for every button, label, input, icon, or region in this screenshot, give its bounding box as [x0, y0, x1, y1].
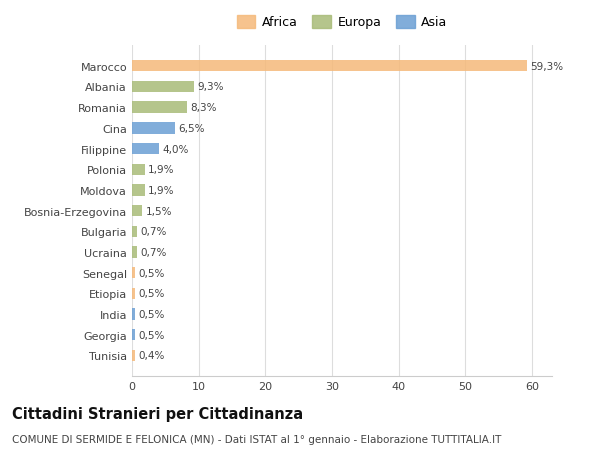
- Bar: [132, 61, 527, 72]
- Text: 0,5%: 0,5%: [139, 330, 165, 340]
- Text: 1,9%: 1,9%: [148, 185, 175, 196]
- Bar: [132, 288, 136, 299]
- Bar: [132, 330, 136, 341]
- Text: 0,5%: 0,5%: [139, 268, 165, 278]
- Text: 1,9%: 1,9%: [148, 165, 175, 175]
- Bar: [132, 247, 137, 258]
- Bar: [132, 350, 134, 361]
- Text: 4,0%: 4,0%: [162, 144, 188, 154]
- Text: 59,3%: 59,3%: [530, 62, 564, 72]
- Bar: [132, 268, 136, 279]
- Bar: [132, 102, 187, 113]
- Text: 9,3%: 9,3%: [197, 82, 224, 92]
- Text: 1,5%: 1,5%: [145, 206, 172, 216]
- Text: 0,7%: 0,7%: [140, 227, 166, 237]
- Bar: [132, 226, 137, 237]
- Text: Cittadini Stranieri per Cittadinanza: Cittadini Stranieri per Cittadinanza: [12, 406, 303, 421]
- Text: 0,7%: 0,7%: [140, 247, 166, 257]
- Text: 0,5%: 0,5%: [139, 289, 165, 299]
- Bar: [132, 164, 145, 175]
- Bar: [132, 309, 136, 320]
- Text: 0,4%: 0,4%: [138, 351, 164, 361]
- Bar: [132, 144, 158, 155]
- Bar: [132, 206, 142, 217]
- Bar: [132, 82, 194, 93]
- Text: 6,5%: 6,5%: [179, 123, 205, 134]
- Legend: Africa, Europa, Asia: Africa, Europa, Asia: [233, 12, 451, 33]
- Text: COMUNE DI SERMIDE E FELONICA (MN) - Dati ISTAT al 1° gennaio - Elaborazione TUTT: COMUNE DI SERMIDE E FELONICA (MN) - Dati…: [12, 434, 502, 444]
- Text: 0,5%: 0,5%: [139, 309, 165, 319]
- Bar: [132, 123, 175, 134]
- Bar: [132, 185, 145, 196]
- Text: 8,3%: 8,3%: [191, 103, 217, 113]
